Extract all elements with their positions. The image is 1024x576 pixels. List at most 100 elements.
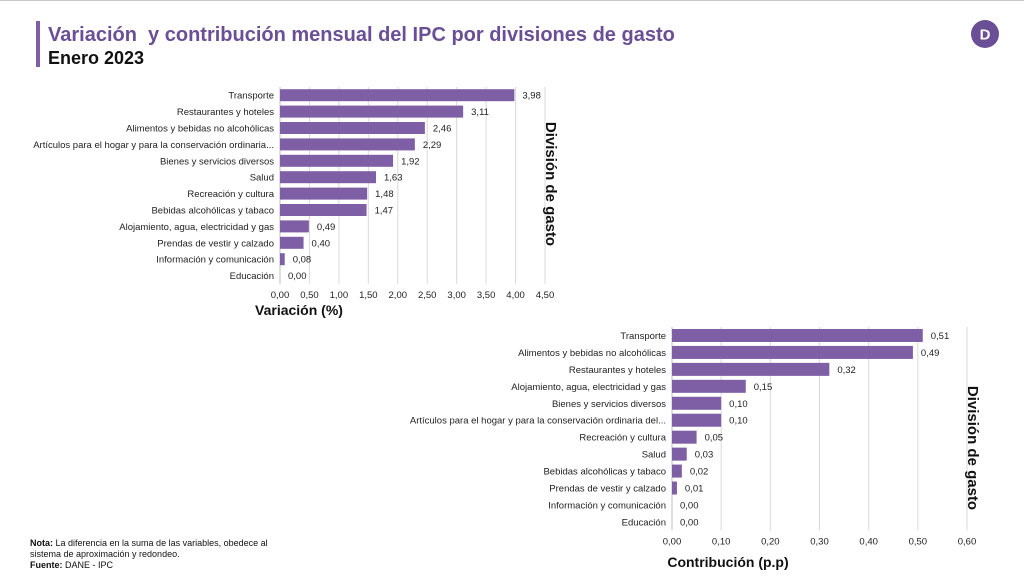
category-label: Prendas de vestir y calzado xyxy=(549,484,666,495)
category-label: Restaurantes y hoteles xyxy=(177,107,274,118)
source-label: Fuente: xyxy=(30,560,63,570)
bar xyxy=(672,413,722,427)
data-label: 0,51 xyxy=(931,331,950,342)
y-axis-title: División de gasto xyxy=(964,386,981,510)
bar xyxy=(280,138,415,151)
x-tick-label: 3,00 xyxy=(447,290,466,301)
data-label: 0,00 xyxy=(680,500,699,511)
category-label: Prendas de vestir y calzado xyxy=(157,238,274,249)
bar xyxy=(280,204,367,216)
note-label: Nota: xyxy=(30,538,53,548)
category-label: Información y comunicación xyxy=(548,500,666,511)
data-label: 0,00 xyxy=(288,271,307,282)
logo-letter: D xyxy=(980,27,991,44)
data-label: 1,92 xyxy=(401,156,420,167)
x-tick-label: 0,10 xyxy=(712,536,731,547)
data-label: 0,32 xyxy=(837,365,856,376)
category-label: Restaurantes y hoteles xyxy=(569,365,666,376)
x-axis-title: Contribución (p.p) xyxy=(667,554,788,570)
bar xyxy=(672,328,923,342)
category-label: Información y comunicación xyxy=(156,255,274,266)
data-label: 0,10 xyxy=(729,416,748,427)
data-label: 1,47 xyxy=(375,206,394,217)
bar xyxy=(280,236,304,249)
x-tick-label: 0,20 xyxy=(761,536,780,547)
y-axis-title: División de gasto xyxy=(542,122,559,246)
data-label: 0,49 xyxy=(317,222,336,233)
x-tick-label: 0,30 xyxy=(810,536,829,547)
category-label: Artículos para el hogar y para la conser… xyxy=(410,416,666,427)
x-axis-title: Variación (%) xyxy=(255,302,343,318)
bar xyxy=(280,220,309,233)
bar xyxy=(280,89,515,102)
category-label: Bienes y servicios diversos xyxy=(160,156,274,167)
x-tick-label: 1,50 xyxy=(359,290,378,301)
category-label: Alimentos y bebidas no alcohólicas xyxy=(126,124,274,135)
dane-logo: D xyxy=(971,20,999,48)
category-label: Salud xyxy=(642,450,666,461)
data-label: 2,29 xyxy=(423,140,442,151)
data-label: 3,11 xyxy=(471,107,489,118)
bar xyxy=(280,105,464,118)
footnote: Nota: La diferencia en la suma de las va… xyxy=(30,538,290,571)
bar xyxy=(672,464,682,478)
data-label: 0,40 xyxy=(312,238,331,249)
data-label: 2,46 xyxy=(433,124,452,135)
data-label: 0,02 xyxy=(690,467,709,478)
data-label: 0,00 xyxy=(680,517,699,528)
category-label: Educación xyxy=(622,517,666,528)
data-label: 0,49 xyxy=(921,348,940,359)
data-label: 0,15 xyxy=(754,382,773,393)
category-label: Alojamiento, agua, electricidad y gas xyxy=(119,222,274,233)
x-tick-label: 0,50 xyxy=(909,536,928,547)
bar xyxy=(672,362,830,376)
data-label: 1,48 xyxy=(375,189,394,200)
x-tick-label: 1,00 xyxy=(330,290,349,301)
data-label: 0,08 xyxy=(293,255,312,266)
bar xyxy=(672,345,913,359)
x-tick-label: 3,50 xyxy=(477,290,496,301)
bar xyxy=(672,396,722,410)
x-tick-label: 4,50 xyxy=(536,290,555,301)
bar xyxy=(672,447,687,461)
category-label: Bienes y servicios diversos xyxy=(552,399,666,410)
page-subtitle: Enero 2023 xyxy=(48,48,145,68)
category-label: Recreación y cultura xyxy=(187,189,274,200)
x-tick-label: 2,00 xyxy=(389,290,408,301)
category-label: Recreación y cultura xyxy=(579,433,666,444)
bar xyxy=(672,430,697,444)
bar xyxy=(672,481,677,495)
bar xyxy=(280,154,394,167)
data-label: 3,98 xyxy=(522,91,541,102)
bar xyxy=(280,187,368,200)
note-text: La diferencia en la suma de las variable… xyxy=(30,538,268,559)
category-label: Transporte xyxy=(228,91,274,102)
category-label: Artículos para el hogar y para la conser… xyxy=(33,140,274,151)
category-label: Educación xyxy=(230,271,274,282)
x-tick-label: 0,00 xyxy=(271,290,290,301)
top-divider xyxy=(0,0,1024,1)
source-text: DANE - IPC xyxy=(62,560,114,570)
data-label: 0,10 xyxy=(729,399,748,410)
x-tick-label: 0,60 xyxy=(958,536,977,547)
bar xyxy=(280,122,425,134)
category-label: Alimentos y bebidas no alcohólicas xyxy=(518,348,666,359)
x-tick-label: 0,50 xyxy=(300,290,319,301)
data-label: 0,01 xyxy=(685,484,704,495)
title-accent-bar xyxy=(36,21,40,67)
category-label: Transporte xyxy=(620,331,666,342)
x-tick-label: 0,00 xyxy=(663,536,682,547)
bar xyxy=(672,379,746,393)
page-title: Variación y contribución mensual del IPC… xyxy=(48,24,675,46)
category-label: Alojamiento, agua, electricidad y gas xyxy=(511,382,666,393)
data-label: 1,63 xyxy=(384,173,403,184)
bar xyxy=(280,253,285,266)
category-label: Salud xyxy=(250,173,274,184)
x-tick-label: 4,00 xyxy=(506,290,525,301)
category-label: Bebidas alcohólicas y tabaco xyxy=(151,206,274,217)
category-label: Bebidas alcohólicas y tabaco xyxy=(543,467,666,478)
data-label: 0,03 xyxy=(695,450,714,461)
x-tick-label: 2,50 xyxy=(418,290,437,301)
